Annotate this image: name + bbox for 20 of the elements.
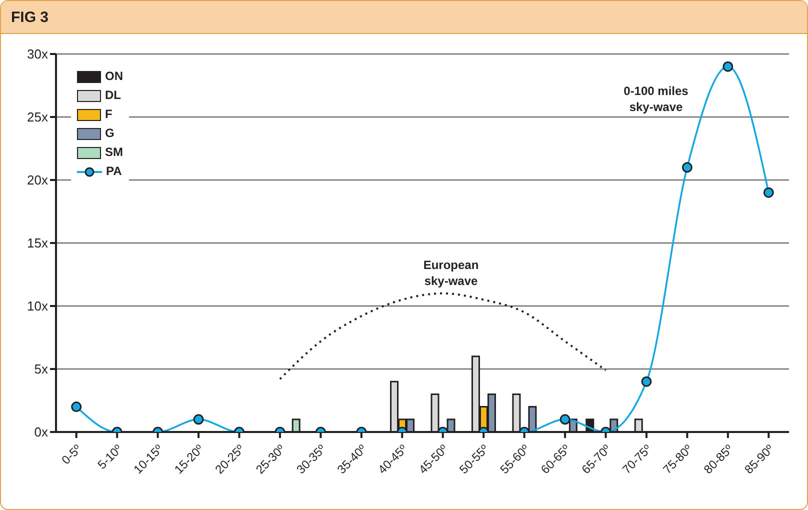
y-tick-label: 20x [27, 172, 48, 188]
legend-label: G [105, 125, 114, 142]
legend-label: DL [105, 87, 121, 104]
point [763, 187, 774, 198]
y-tick-label: 30x [27, 46, 48, 62]
y-tick-label: 25x [27, 110, 48, 125]
annotation: European sky-wave [422, 257, 480, 289]
y-tick-label: 10x [27, 298, 48, 314]
legend-label: ON [105, 68, 123, 85]
y-tick-label: 15x [27, 236, 48, 251]
legend-label: SM [105, 144, 123, 161]
y-tick-label: 5x [34, 362, 48, 377]
annotation: 0-100 miles sky-wave [622, 83, 690, 115]
chart-title: FIG 3 [1, 1, 807, 34]
legend-label: PA [106, 163, 122, 180]
point [722, 61, 734, 72]
legend-label: F [105, 106, 112, 123]
x-tick-label: 0-5º [58, 441, 85, 468]
y-tick-label: 0x [34, 424, 48, 440]
point [682, 162, 692, 173]
